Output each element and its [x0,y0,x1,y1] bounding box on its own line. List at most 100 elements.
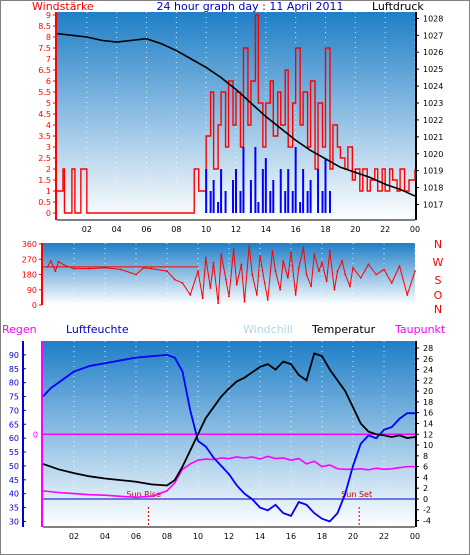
direction-point [256,293,258,296]
x-tick-label: 20 [350,225,360,234]
x-tick-label: 02 [82,225,92,234]
wind-tick-label: 9 [46,11,51,20]
humidity-tick-label: 50 [9,462,19,471]
direction-point [57,260,60,263]
x-tick-label: 16 [286,532,296,541]
direction-point [197,270,199,273]
direction-point [209,287,212,289]
direction-point [228,295,230,298]
temperature-tick-label: 18 [423,398,433,407]
direction-point [344,273,347,276]
wind-tick-label: 5 [46,99,51,108]
direction-point [328,249,331,252]
x-tick-label: 00 [410,532,420,541]
direction-point [336,270,339,273]
temperature-tick-label: 20 [423,387,433,396]
wind-tick-label: 3 [46,143,51,152]
direction-point [243,300,246,303]
temperature-tick-label: 2 [423,484,428,493]
humidity-tick-label: 60 [9,434,19,443]
direction-point [325,280,328,283]
direction-point [189,293,192,296]
direction-point [166,270,168,273]
direction-point [135,273,137,276]
compass-label: O [434,289,443,302]
pressure-tick-label: 1017 [423,201,443,210]
x-tick-label: 06 [131,532,141,541]
temperature-tick-label: 28 [423,344,433,353]
direction-point [321,261,323,264]
direction-point [274,270,277,273]
direction-tick-label: 360 [22,240,37,249]
humidity-tick-label: 55 [9,448,19,457]
direction-point [279,288,282,291]
pressure-tick-label: 1025 [423,65,443,74]
direction-point [104,266,106,269]
temperature-tick-label: 14 [423,419,433,428]
x-tick-label: 14 [255,532,265,541]
wind-tick-label: 8 [46,33,51,42]
direction-point [73,267,75,270]
direction-point [414,270,416,273]
temperature-tick-label: 4 [423,473,428,482]
temperature-tick-label: 6 [423,463,428,472]
pressure-tick-label: 1022 [423,116,443,125]
direction-point [248,244,251,247]
temperature-tick-label: 0 [423,495,428,504]
direction-point [119,268,122,271]
wind-tick-label: 7 [46,55,51,64]
x-tick-label: 12 [224,532,234,541]
direction-point [271,249,274,252]
x-tick-label: 18 [320,225,330,234]
x-tick-label: 16 [291,225,301,234]
direction-point [359,276,362,279]
direction-point [46,265,49,268]
direction-point [201,297,204,300]
direction-point [282,260,285,262]
direction-point [375,273,378,276]
temperature-tick-label: 24 [423,366,433,375]
x-tick-label: 04 [100,532,110,541]
chart-title: 24 hour graph day : 11 April 2011 [157,0,344,13]
direction-point [88,267,91,270]
humidity-series-line [42,353,415,523]
x-tick-label: 10 [201,225,211,234]
wind-tick-label: 5.5 [38,88,51,97]
direction-point [383,268,385,271]
direction-point [310,285,313,288]
humidity-tick-label: 75 [9,393,19,402]
temperature-tick-label: 16 [423,409,433,418]
rain-tick-label: 0 [33,430,38,439]
compass-label: N [434,238,442,251]
direction-point [297,266,300,269]
direction-tick-label: 0 [32,301,37,310]
x-tick-label: 02 [69,532,79,541]
x-tick-label: 18 [317,532,327,541]
pressure-axis-title: Luftdruck [372,0,424,13]
direction-point [212,261,215,264]
dewpoint-legend: Taupunkt [394,323,446,336]
wind-tick-label: 8.5 [38,22,51,31]
pressure-series-line [56,32,416,197]
direction-tick-label: 90 [27,286,37,295]
direction-point [398,265,401,267]
direction-tick-label: 270 [22,255,37,264]
direction-point [181,282,184,284]
direction-point [65,265,68,267]
pressure-tick-label: 1028 [423,14,443,23]
direction-point [318,270,320,273]
temperature-series-line [42,352,416,487]
x-tick-label: 20 [348,532,358,541]
x-tick-label: 22 [380,225,390,234]
x-tick-label: 08 [171,225,181,234]
temperature-tick-label: 26 [423,355,433,364]
temperature-tick-label: 12 [423,430,433,439]
temperature-tick-label: 22 [423,376,433,385]
pressure-tick-label: 1021 [423,133,443,142]
sunrise-label: Sun Rise [126,490,161,499]
direction-point [150,267,153,270]
humidity-tick-label: 35 [9,504,19,513]
dewpoint-series-line [42,455,415,499]
pressure-tick-label: 1023 [423,99,443,108]
